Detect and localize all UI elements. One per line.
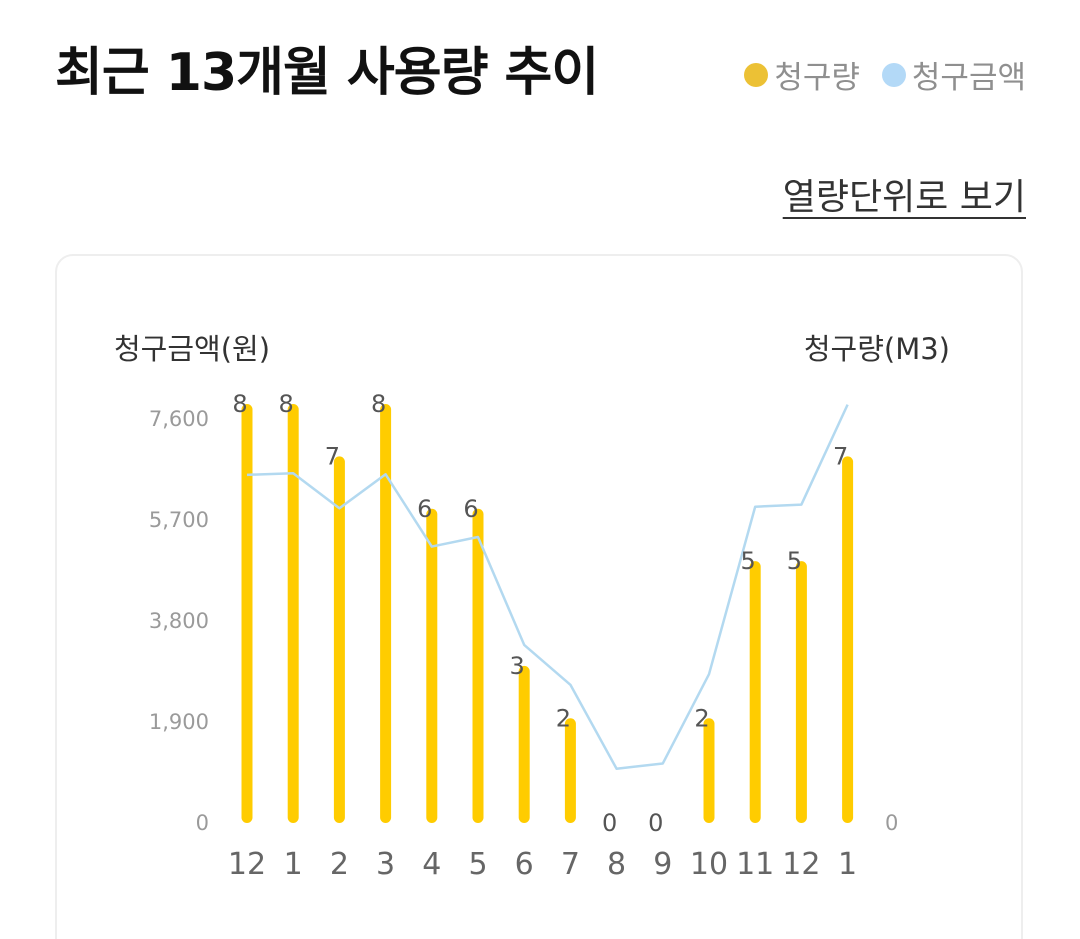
right-axis-tick: 0	[885, 811, 898, 835]
usage-bar	[749, 561, 761, 823]
usage-data-label: 3	[510, 652, 525, 680]
left-axis-tick: 5,700	[149, 508, 209, 532]
x-axis-label: 8	[607, 847, 626, 882]
usage-data-label: 8	[279, 390, 294, 418]
x-axis-label: 5	[468, 847, 487, 882]
left-axis-tick: 0	[196, 811, 209, 835]
usage-data-label: 8	[371, 390, 386, 418]
usage-bars	[241, 404, 854, 823]
legend-label-usage: 청구량	[774, 60, 860, 96]
legend-item-amount: 청구금액	[881, 52, 1026, 97]
legend-dot-amount	[881, 62, 906, 87]
usage-bar	[287, 404, 299, 823]
x-axis-label: 1	[284, 847, 303, 882]
usage-data-label: 6	[417, 495, 432, 523]
usage-data-label: 2	[694, 704, 709, 732]
left-axis-tick: 1,900	[149, 710, 209, 734]
usage-data-label: 8	[232, 390, 247, 418]
usage-data-label: 6	[463, 495, 478, 523]
left-axis-tick: 3,800	[149, 609, 209, 633]
usage-data-label: 5	[741, 547, 756, 575]
usage-data-label: 7	[833, 442, 848, 470]
legend-item-usage: 청구량	[744, 52, 860, 97]
heat-unit-link[interactable]: 열량단위로 보기	[782, 177, 1026, 218]
usage-chart: 청구금액(원) 청구량(M3) 0 1,900 3,800 5,700 7,600 0 …	[114, 332, 950, 882]
x-axis-label: 4	[422, 847, 441, 882]
x-axis-label: 3	[376, 847, 395, 882]
amount-line	[246, 404, 849, 771]
chart-card: 청구금액(원) 청구량(M3) 0 1,900 3,800 5,700 7,600 0 …	[55, 254, 1023, 939]
usage-data-label: 5	[787, 547, 802, 575]
usage-data-labels: 8 8 7 8 6 6 3 2 0 0 2 5 5 7	[232, 390, 848, 837]
x-axis-label: 6	[515, 847, 534, 882]
x-axis-label: 1	[838, 847, 857, 882]
usage-bar	[333, 456, 345, 823]
usage-bar	[426, 508, 438, 823]
usage-bar	[472, 508, 484, 823]
right-axis-ticks: 0	[885, 811, 898, 835]
x-axis-label: 12	[782, 847, 820, 882]
usage-bar	[842, 456, 854, 823]
x-axis-label: 12	[228, 847, 266, 882]
usage-data-label: 7	[325, 442, 340, 470]
usage-data-label: 2	[556, 704, 571, 732]
usage-bar	[703, 718, 715, 823]
usage-bar	[380, 404, 392, 823]
usage-bar	[564, 718, 576, 823]
amount-line-layer	[246, 404, 849, 771]
x-axis-label: 7	[561, 847, 580, 882]
usage-data-label: 0	[602, 809, 617, 837]
x-axis-labels: 12 1 2 3 4 5 6 7 8 9 10 11 12 1	[228, 847, 857, 882]
page-title: 최근 13개월 사용량 추이	[55, 43, 599, 103]
x-axis-label: 10	[690, 847, 728, 882]
left-axis-title: 청구금액(원)	[114, 332, 270, 366]
usage-bar	[795, 561, 807, 823]
legend-label-amount: 청구금액	[911, 60, 1026, 96]
left-axis-tick: 7,600	[149, 407, 209, 431]
left-axis-ticks: 0 1,900 3,800 5,700 7,600	[149, 407, 209, 835]
chart-legend: 청구량 청구금액	[722, 52, 1026, 97]
usage-bar	[518, 665, 530, 823]
legend-dot-usage	[744, 62, 769, 87]
x-axis-label: 9	[653, 847, 672, 882]
usage-data-label: 0	[648, 809, 663, 837]
x-axis-label: 11	[736, 847, 774, 882]
x-axis-label: 2	[330, 847, 349, 882]
right-axis-title: 청구량(M3)	[804, 332, 950, 366]
usage-bar	[241, 404, 253, 823]
